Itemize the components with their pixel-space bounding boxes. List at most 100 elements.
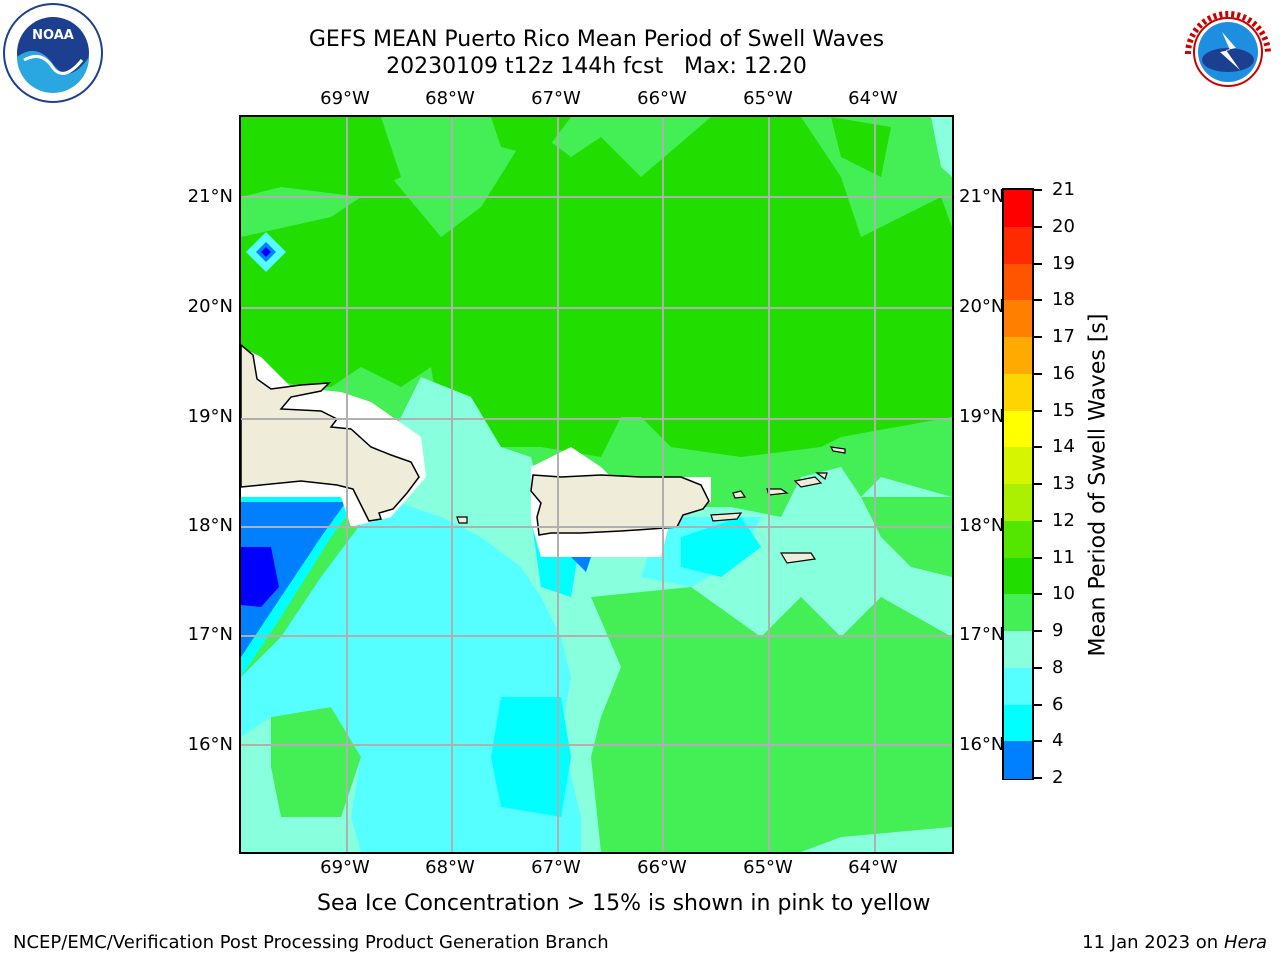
lon-label-top: 66°W bbox=[637, 88, 687, 109]
lon-label-top: 69°W bbox=[320, 88, 370, 109]
field-10-11 bbox=[591, 587, 952, 852]
colorbar-tick bbox=[1034, 483, 1042, 485]
noaa-logo-text: NOAA bbox=[32, 28, 74, 43]
land-virgin-islands bbox=[829, 446, 846, 454]
field-10-11 bbox=[271, 707, 361, 817]
colorbar-tick-label: 19 bbox=[1052, 252, 1075, 274]
lon-label-bottom: 68°W bbox=[425, 857, 475, 878]
land-virgin-islands bbox=[732, 490, 747, 499]
colorbar-tick bbox=[1034, 703, 1042, 706]
colorbar-tick-label: 9 bbox=[1052, 620, 1064, 641]
colorbar-segment bbox=[1004, 520, 1032, 558]
colorbar-segment bbox=[1004, 741, 1032, 779]
colorbar-tick bbox=[1034, 593, 1042, 596]
colorbar bbox=[1002, 188, 1034, 780]
lat-label-left: 16°N bbox=[187, 734, 233, 755]
colorbar-segment bbox=[1004, 410, 1032, 448]
field-6-8 bbox=[681, 517, 761, 577]
chart-title: GEFS MEAN Puerto Rico Mean Period of Swe… bbox=[308, 27, 885, 52]
colorbar-segment bbox=[1004, 594, 1032, 632]
colorbar-tick-label: 15 bbox=[1052, 399, 1075, 421]
field-2-4 bbox=[241, 547, 279, 607]
lat-label-left: 17°N bbox=[187, 624, 233, 645]
lat-lon-grid bbox=[241, 117, 952, 852]
colorbar-tick-label: 14 bbox=[1052, 436, 1075, 458]
colorbar-tick bbox=[1034, 262, 1042, 265]
colorbar-tick-label: 16 bbox=[1052, 362, 1075, 384]
colorbar-segment bbox=[1004, 631, 1032, 669]
colorbar-title: Mean Period of Swell Waves [s] bbox=[1085, 313, 1111, 657]
lat-label-left: 21°N bbox=[187, 186, 233, 207]
credit-date: 11 Jan 2023 on Hera bbox=[1082, 932, 1267, 953]
land-virgin-islands bbox=[710, 512, 743, 522]
land-virgin-islands bbox=[793, 476, 823, 488]
lat-label-left: 18°N bbox=[187, 515, 233, 536]
colorbar-tick bbox=[1034, 556, 1042, 559]
lon-label-top: 64°W bbox=[848, 88, 898, 109]
colorbar-tick bbox=[1034, 666, 1042, 669]
field-10-11 bbox=[861, 497, 952, 577]
land-islet bbox=[456, 516, 468, 524]
lat-label-right: 17°N bbox=[959, 624, 1005, 645]
field-6-8 bbox=[491, 697, 571, 817]
land-virgin-islands bbox=[779, 552, 817, 564]
colorbar-tick-label: 10 bbox=[1052, 583, 1075, 605]
field-9-10 bbox=[931, 117, 952, 177]
colorbar-tick bbox=[1034, 225, 1042, 228]
lat-label-left: 20°N bbox=[187, 296, 233, 317]
lon-label-top: 68°W bbox=[425, 88, 475, 109]
lat-label-right: 21°N bbox=[959, 186, 1005, 207]
lon-label-top: 65°W bbox=[743, 88, 793, 109]
colorbar-segment bbox=[1004, 557, 1032, 595]
colorbar-tick-label: 4 bbox=[1052, 730, 1064, 752]
colorbar-segment bbox=[1004, 300, 1032, 338]
map-field bbox=[241, 117, 952, 852]
colorbar-tick bbox=[1034, 446, 1042, 449]
colorbar-tick bbox=[1034, 519, 1042, 522]
colorbar-tick bbox=[1034, 189, 1042, 191]
colorbar-segment bbox=[1004, 667, 1032, 705]
colorbar-tick bbox=[1034, 630, 1042, 632]
lon-label-bottom: 69°W bbox=[320, 857, 370, 878]
colorbar-tick-label: 18 bbox=[1052, 289, 1075, 311]
lon-label-bottom: 67°W bbox=[531, 857, 581, 878]
colorbar-segment bbox=[1004, 484, 1032, 522]
colorbar-tick-label: 20 bbox=[1052, 215, 1075, 237]
sea-ice-footnote: Sea Ice Concentration > 15% is shown in … bbox=[317, 891, 931, 916]
colorbar-segment bbox=[1004, 447, 1032, 485]
colorbar-tick bbox=[1034, 740, 1042, 743]
field-diamond bbox=[261, 247, 271, 257]
credit-machine: Hera bbox=[1223, 932, 1267, 953]
colorbar-segment bbox=[1004, 190, 1032, 228]
colorbar-segment bbox=[1004, 373, 1032, 411]
colorbar-tick-label: 12 bbox=[1052, 509, 1075, 531]
colorbar-tick bbox=[1034, 777, 1042, 779]
lat-label-right: 20°N bbox=[959, 296, 1005, 317]
colorbar-tick-label: 2 bbox=[1052, 767, 1064, 788]
field-4-6 bbox=[571, 557, 591, 572]
colorbar-tick-label: 11 bbox=[1052, 546, 1075, 568]
colorbar-tick bbox=[1034, 372, 1042, 375]
colorbar-segment bbox=[1004, 226, 1032, 264]
colorbar-tick-label: 6 bbox=[1052, 693, 1064, 715]
field-11-12 bbox=[241, 117, 952, 457]
lon-label-bottom: 65°W bbox=[743, 857, 793, 878]
chart-subtitle: 20230109 t12z 144h fcst Max: 12.20 bbox=[386, 54, 807, 79]
colorbar-segment bbox=[1004, 337, 1032, 375]
colorbar-tick-label: 13 bbox=[1052, 473, 1075, 494]
field-11-12 bbox=[241, 117, 401, 197]
lat-label-left: 19°N bbox=[187, 406, 233, 427]
lon-label-bottom: 66°W bbox=[637, 857, 687, 878]
land-virgin-islands bbox=[815, 472, 828, 480]
nws-logo-icon bbox=[1180, 4, 1276, 100]
field-11-12 bbox=[491, 117, 571, 157]
colorbar-tick bbox=[1034, 409, 1042, 412]
colorbar-segment bbox=[1004, 704, 1032, 742]
colorbar-tick bbox=[1034, 299, 1042, 302]
noaa-logo-icon: NOAA bbox=[3, 3, 103, 103]
map-panel bbox=[239, 115, 954, 854]
colorbar-tick bbox=[1034, 336, 1042, 338]
lat-label-right: 18°N bbox=[959, 515, 1005, 536]
lat-label-right: 19°N bbox=[959, 406, 1005, 427]
colorbar-tick-label: 17 bbox=[1052, 326, 1075, 347]
